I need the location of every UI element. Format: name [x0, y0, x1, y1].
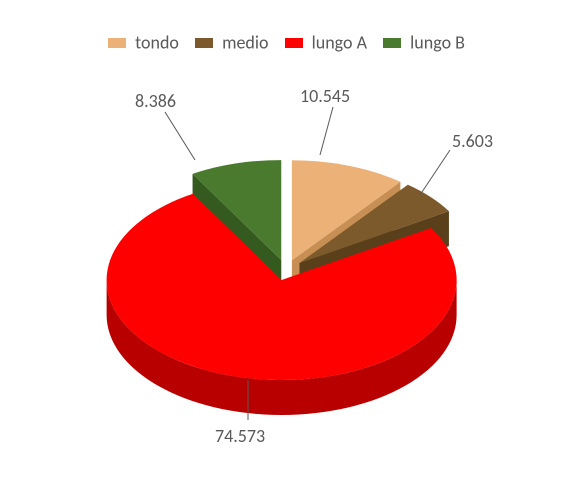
data-label-lungoB: 8.386: [135, 90, 176, 112]
data-label-lungoA: 74.573: [215, 425, 265, 447]
pie-chart-container: tondo medio lungo A lungo B 10.545 5.603…: [0, 0, 573, 502]
pie-svg: [0, 0, 573, 502]
data-label-medio: 5.603: [452, 130, 493, 152]
data-label-tondo: 10.545: [300, 85, 350, 107]
